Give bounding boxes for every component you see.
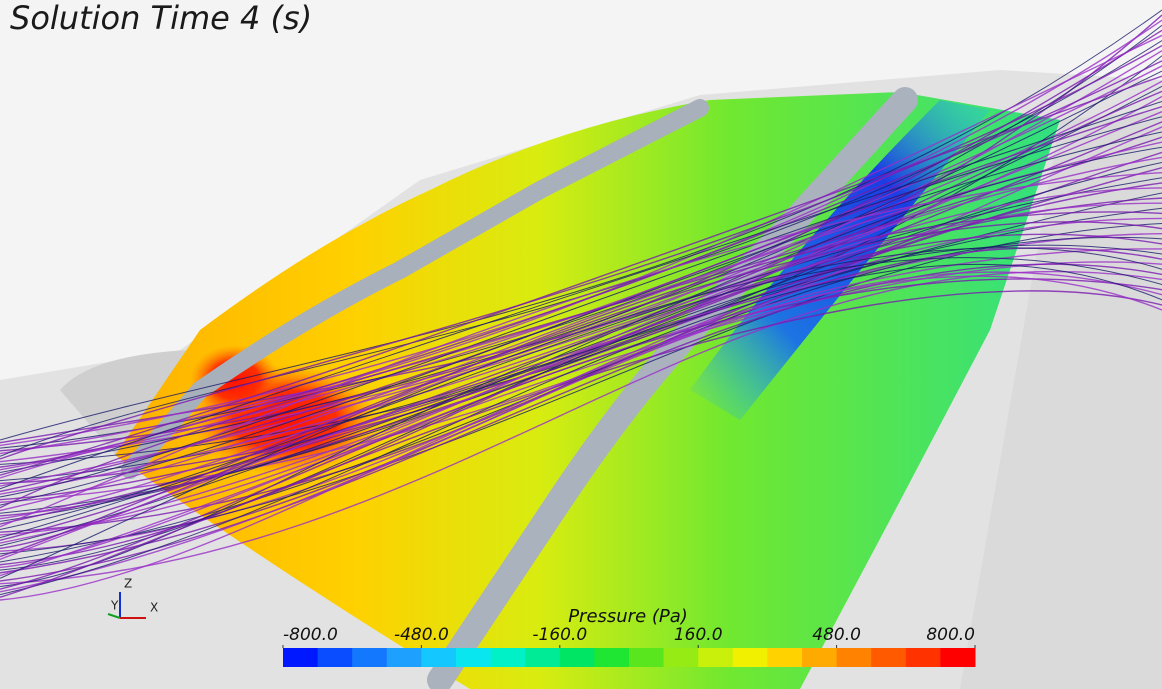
colorbar-swatch [871, 648, 906, 667]
colorbar-swatch [837, 648, 872, 667]
colorbar-swatch [698, 648, 733, 667]
colorbar-tick-label: 480.0 [812, 625, 861, 645]
colorbar-tick-label: -480.0 [394, 625, 449, 645]
colorbar-swatch [560, 648, 595, 667]
title: Solution Time 4 (s) [10, 0, 312, 37]
colorbar-swatch [421, 648, 456, 667]
colorbar-swatch [525, 648, 560, 667]
x-label: X [150, 601, 158, 615]
colorbar-swatch [318, 648, 353, 667]
colorbar-swatch [594, 648, 629, 667]
viewport: Solution Time 4 (s) Z Y X Pressure (Pa) … [0, 0, 1162, 689]
colorbar-swatch [456, 648, 491, 667]
colorbar-swatch [906, 648, 941, 667]
colorbar-swatch [352, 648, 387, 667]
colorbar-swatch [491, 648, 526, 667]
colorbar-swatch [802, 648, 837, 667]
colorbar-tick-label: 160.0 [674, 625, 723, 645]
colorbar-tick-label: -160.0 [532, 625, 587, 645]
z-label: Z [124, 577, 132, 591]
colorbar-swatch [283, 648, 318, 667]
colorbar-swatch [664, 648, 699, 667]
y-label: Y [110, 599, 119, 613]
scene: Solution Time 4 (s) Z Y X Pressure (Pa) … [0, 0, 1162, 689]
colorbar-swatch [940, 648, 975, 667]
colorbar-title: Pressure (Pa) [568, 606, 688, 627]
colorbar-swatch [767, 648, 802, 667]
colorbar-swatch [733, 648, 768, 667]
colorbar-tick-label: 800.0 [926, 625, 975, 645]
colorbar-swatch [629, 648, 664, 667]
colorbar-tick-label: -800.0 [283, 625, 338, 645]
colorbar-swatch [387, 648, 422, 667]
